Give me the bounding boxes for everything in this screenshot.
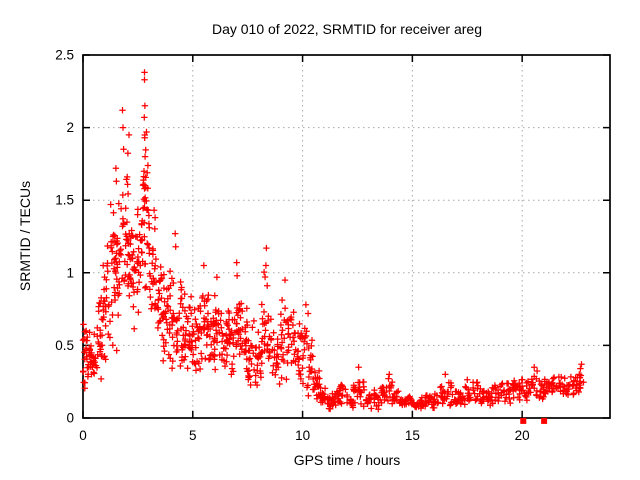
chart-title: Day 010 of 2022, SRMTID for receiver are… (211, 21, 482, 37)
y-tick-label: 2.5 (55, 48, 74, 63)
square-marker (541, 417, 548, 424)
x-axis-label: GPS time / hours (293, 452, 401, 468)
x-tick-label: 10 (295, 428, 310, 443)
x-tick-label: 0 (79, 428, 87, 443)
y-tick-label: 1 (66, 265, 74, 280)
plot-border (82, 54, 611, 419)
y-tick-label: 0 (66, 411, 74, 426)
scatter-points (79, 69, 587, 413)
y-tick-label: 2 (66, 120, 74, 135)
y-axis-label: SRMTID / TECUs (17, 180, 33, 292)
square-marker (520, 417, 527, 424)
x-tick-label: 15 (405, 428, 420, 443)
y-tick-label: 0.5 (55, 338, 74, 353)
x-tick-label: 5 (189, 428, 197, 443)
y-tick-label: 1.5 (55, 193, 74, 208)
x-tick-label: 20 (515, 428, 530, 443)
gridlines (83, 55, 610, 418)
axis-ticks (82, 54, 610, 419)
